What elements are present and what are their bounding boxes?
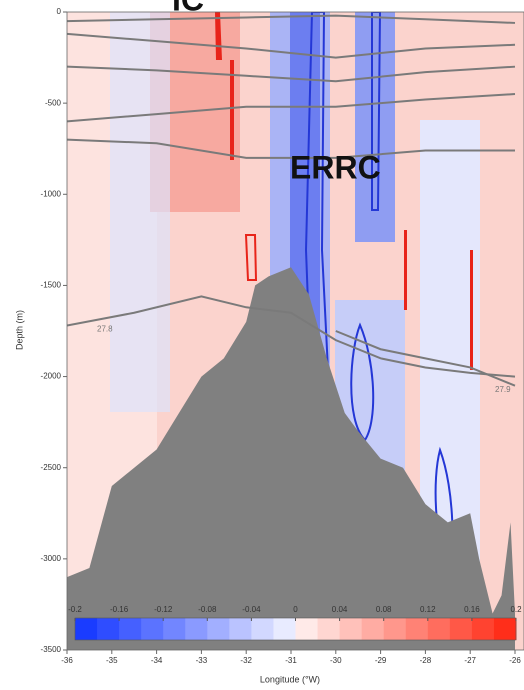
y-tick-label: -1500 bbox=[41, 281, 62, 290]
colorbar-segment bbox=[339, 618, 363, 640]
colorbar-tick-label: -0.08 bbox=[198, 605, 217, 614]
x-tick-label: -27 bbox=[464, 656, 476, 665]
x-axis-label: Longitude (°W) bbox=[260, 674, 320, 684]
colorbar-segment bbox=[229, 618, 252, 640]
colorbar-segment bbox=[295, 618, 319, 640]
isopycnal-label: 27.8 bbox=[97, 325, 113, 334]
y-tick-label: -2500 bbox=[41, 463, 62, 472]
y-tick-label: -500 bbox=[45, 98, 62, 107]
y-tick-label: -2000 bbox=[41, 372, 62, 381]
colorbar-segment bbox=[471, 618, 495, 640]
marks: 27.8 27.9 bbox=[67, 14, 516, 650]
x-tick-label: -26 bbox=[509, 656, 521, 665]
y-axis-label: Depth (m) bbox=[14, 310, 24, 350]
bathymetry bbox=[67, 267, 515, 650]
colorbar-segment bbox=[493, 618, 517, 640]
annotation: ERRC bbox=[290, 149, 381, 185]
contour-outline bbox=[404, 230, 407, 310]
x-tick-label: -28 bbox=[420, 656, 432, 665]
colorbar-segment bbox=[163, 618, 186, 640]
contour-outline bbox=[215, 12, 234, 160]
contour-outline bbox=[470, 250, 473, 370]
colorbar-tick-label: 0.16 bbox=[464, 605, 480, 614]
colorbar-tick-label: -0.16 bbox=[110, 605, 129, 614]
contour-outline bbox=[371, 12, 382, 211]
colorbar-segment bbox=[75, 618, 98, 640]
contour-outline bbox=[244, 234, 258, 281]
annotation: IC bbox=[172, 0, 204, 17]
x-tick-label: -34 bbox=[151, 656, 163, 665]
y-tick-label: 0 bbox=[57, 7, 62, 16]
y-tick-label: -3000 bbox=[41, 554, 62, 563]
isopycnal bbox=[67, 138, 515, 159]
colorbar-tick-label: -0.04 bbox=[242, 605, 261, 614]
colorbar-segment bbox=[383, 618, 407, 640]
x-tick-label: -30 bbox=[330, 656, 342, 665]
colorbar-tick-label: -0.12 bbox=[154, 605, 173, 614]
colorbar-tick-label: -0.2 bbox=[68, 605, 82, 614]
colorbar-segment bbox=[427, 618, 451, 640]
colorbar-segment bbox=[141, 618, 164, 640]
x-tick-label: -32 bbox=[240, 656, 252, 665]
isopycnal bbox=[67, 14, 516, 24]
plot-frame bbox=[66, 11, 524, 651]
y-tick-label: -1000 bbox=[41, 189, 62, 198]
colorbar-tick-label: 0.08 bbox=[376, 605, 392, 614]
field-patch bbox=[110, 12, 170, 412]
colorbar-tick-label: 0.12 bbox=[420, 605, 436, 614]
x-tick-label: -33 bbox=[196, 656, 208, 665]
colorbar-segment bbox=[273, 618, 296, 640]
colorbar-segment bbox=[251, 618, 274, 640]
colorbar-segment bbox=[405, 618, 429, 640]
y-tick-label: -3500 bbox=[41, 645, 62, 654]
colorbar-tick-label: 0 bbox=[293, 605, 298, 614]
colorbar-segment bbox=[317, 618, 341, 640]
isopycnal bbox=[67, 65, 516, 83]
colorbar-segment bbox=[119, 618, 142, 640]
isopycnal-label: 27.9 bbox=[495, 385, 511, 394]
colorbar-segment bbox=[97, 618, 120, 640]
colorbar-tick-label: 0.04 bbox=[332, 605, 348, 614]
isopycnal bbox=[335, 330, 516, 387]
colorbar-tick-label: 0.2 bbox=[510, 605, 522, 614]
field-patch bbox=[355, 12, 395, 242]
x-tick-label: -29 bbox=[375, 656, 387, 665]
colorbar-segment bbox=[207, 618, 230, 640]
isopycnal bbox=[67, 32, 516, 59]
isopycnal bbox=[67, 93, 516, 123]
x-tick-label: -35 bbox=[106, 656, 118, 665]
x-tick-label: -31 bbox=[285, 656, 297, 665]
isopycnal bbox=[67, 295, 516, 378]
colorbar-segment bbox=[361, 618, 385, 640]
colorbar-segment bbox=[185, 618, 208, 640]
x-tick-label: -36 bbox=[61, 656, 73, 665]
colorbar-segment bbox=[449, 618, 473, 640]
